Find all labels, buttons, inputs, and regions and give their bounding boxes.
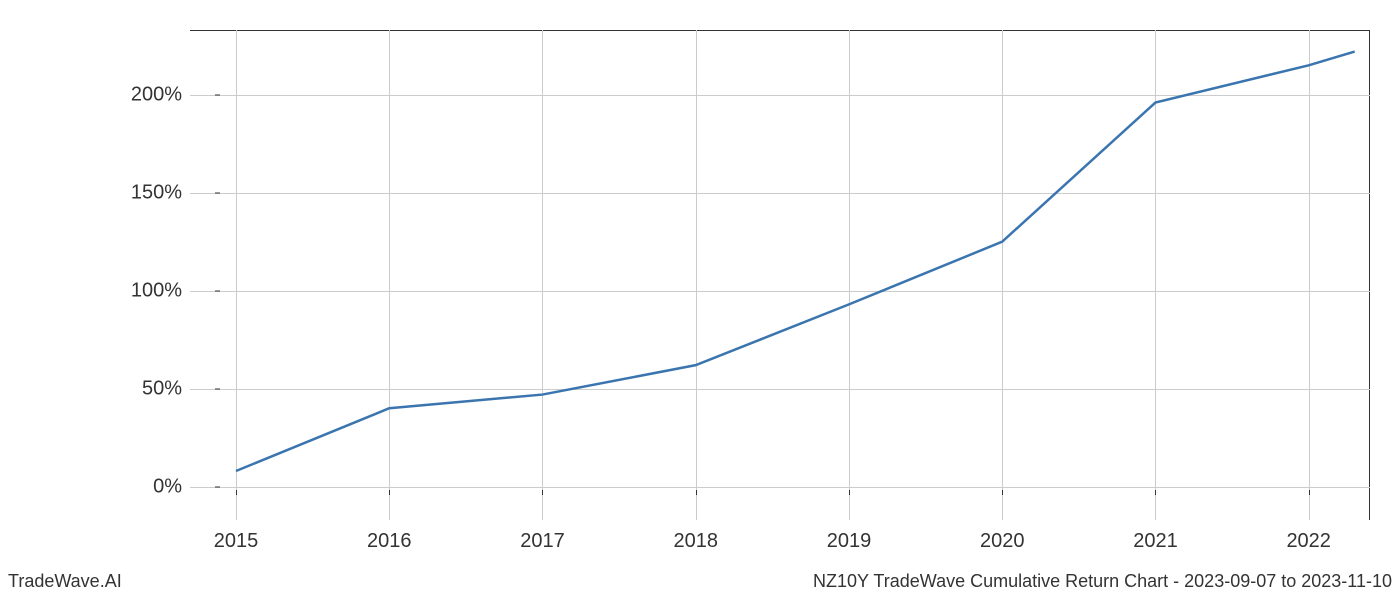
y-tick-label: 50% bbox=[142, 377, 182, 400]
y-tick-mark bbox=[215, 94, 220, 95]
x-tick-mark bbox=[696, 490, 697, 495]
y-tick-label: 200% bbox=[131, 83, 182, 106]
x-tick-mark bbox=[1002, 490, 1003, 495]
x-tick-label: 2017 bbox=[520, 530, 565, 553]
x-tick-label: 2015 bbox=[214, 530, 259, 553]
x-tick-label: 2019 bbox=[827, 530, 872, 553]
footer-brand-label: TradeWave.AI bbox=[8, 571, 122, 592]
x-tick-label: 2020 bbox=[980, 530, 1025, 553]
y-tick-mark bbox=[215, 290, 220, 291]
x-tick-label: 2018 bbox=[673, 530, 718, 553]
y-tick-label: 100% bbox=[131, 279, 182, 302]
x-tick-label: 2022 bbox=[1286, 530, 1331, 553]
line-series bbox=[190, 30, 1370, 520]
x-tick-mark bbox=[542, 490, 543, 495]
chart-plot-area bbox=[190, 30, 1370, 520]
x-tick-mark bbox=[1155, 490, 1156, 495]
x-tick-mark bbox=[849, 490, 850, 495]
y-tick-mark bbox=[215, 192, 220, 193]
footer-chart-title: NZ10Y TradeWave Cumulative Return Chart … bbox=[813, 571, 1392, 592]
x-tick-mark bbox=[389, 490, 390, 495]
x-tick-mark bbox=[1309, 490, 1310, 495]
y-tick-label: 150% bbox=[131, 181, 182, 204]
y-tick-mark bbox=[215, 388, 220, 389]
x-tick-label: 2016 bbox=[367, 530, 412, 553]
y-tick-mark bbox=[215, 486, 220, 487]
x-tick-mark bbox=[236, 490, 237, 495]
x-tick-label: 2021 bbox=[1133, 530, 1178, 553]
y-tick-label: 0% bbox=[153, 475, 182, 498]
